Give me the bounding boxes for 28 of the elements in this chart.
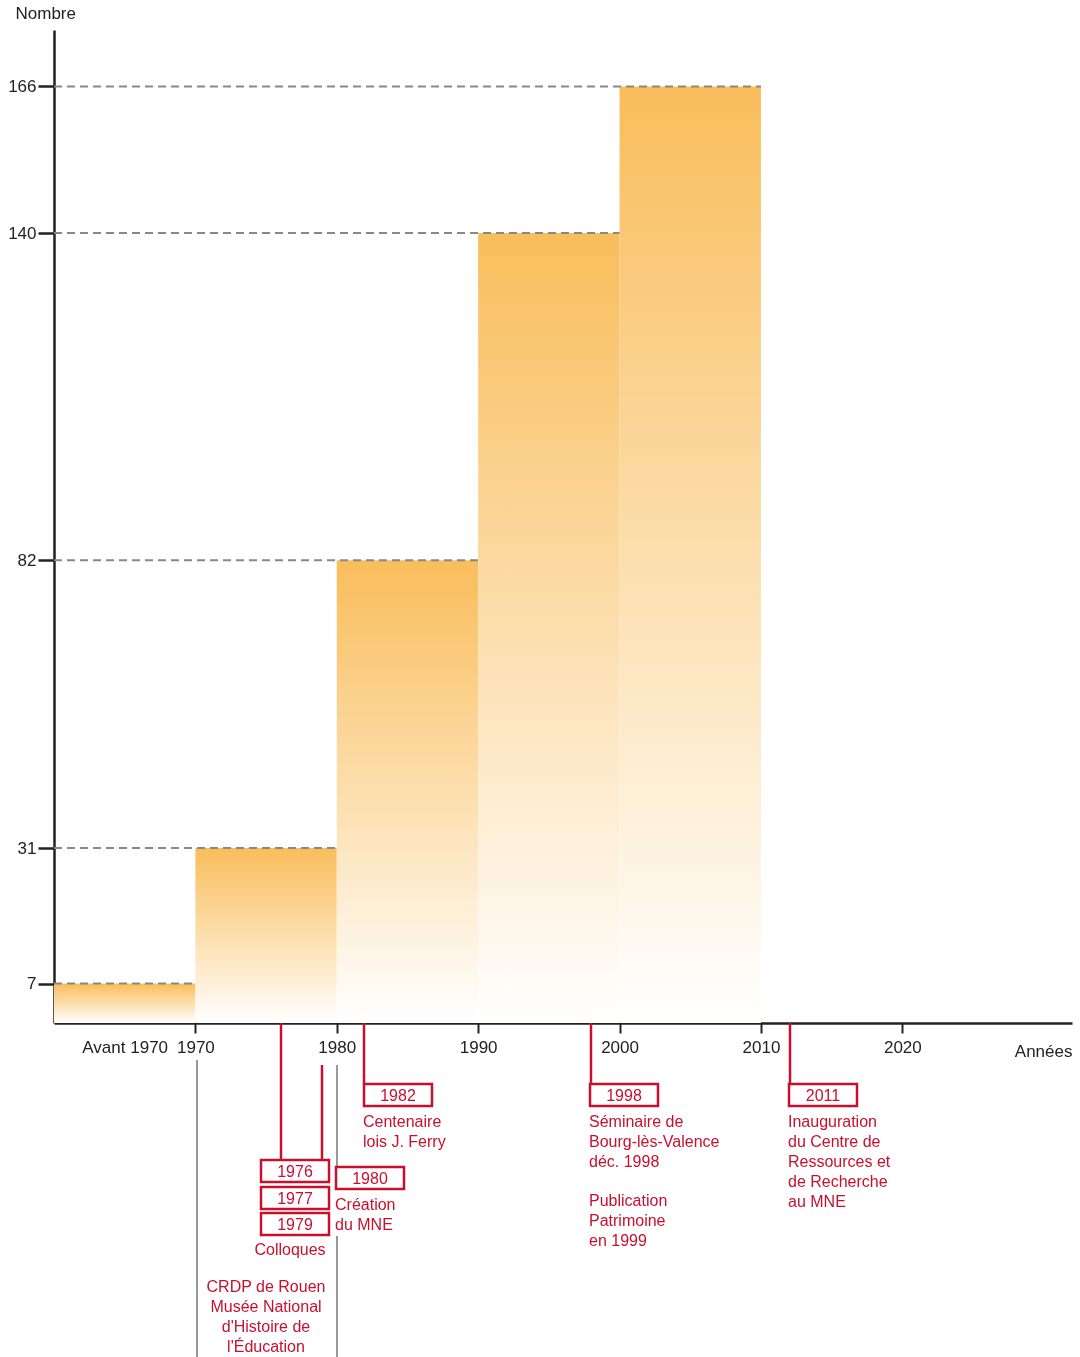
x-axis-title: Années [1014,1041,1073,1061]
text: 1979 [277,1216,313,1233]
y-tick-label: 31 [17,838,37,858]
x-tick-label: 1970 [176,1037,215,1057]
x-tick-label: Avant 1970 [82,1037,169,1057]
y-axis-title: Nombre [15,3,76,23]
text: Séminaire de Bourg-lès-Valence déc. 1998 [589,1113,720,1170]
y-tick-label: 7 [27,974,37,994]
text: Publication Patrimoine en 1999 [589,1192,668,1249]
text: Colloques [254,1241,326,1258]
text: 1980 [352,1170,388,1187]
x-tick-label: 1980 [318,1037,357,1057]
y-tick-label: 82 [17,550,37,570]
x-tick-label: 2020 [883,1037,922,1057]
text: Centenaire lois J. Ferry [363,1113,446,1150]
y-tick-label: 166 [8,76,37,96]
text: 2011 [805,1087,841,1104]
text: 1998 [606,1087,642,1104]
text: Création du MNE [335,1196,396,1233]
text: 1982 [380,1087,416,1104]
x-tick-label: 2000 [601,1037,639,1057]
text: CRDP de Rouen Musée National d'Histoire de l'Éducation [206,1278,326,1355]
text: 1977 [277,1190,313,1207]
text: 1976 [277,1163,313,1180]
x-tick-label: 1990 [459,1037,498,1057]
text: Inauguration du Centre de Ressources et de Recherche au MNE [788,1113,891,1210]
x-tick-label: 2010 [742,1037,781,1057]
y-tick-label: 140 [8,223,37,243]
